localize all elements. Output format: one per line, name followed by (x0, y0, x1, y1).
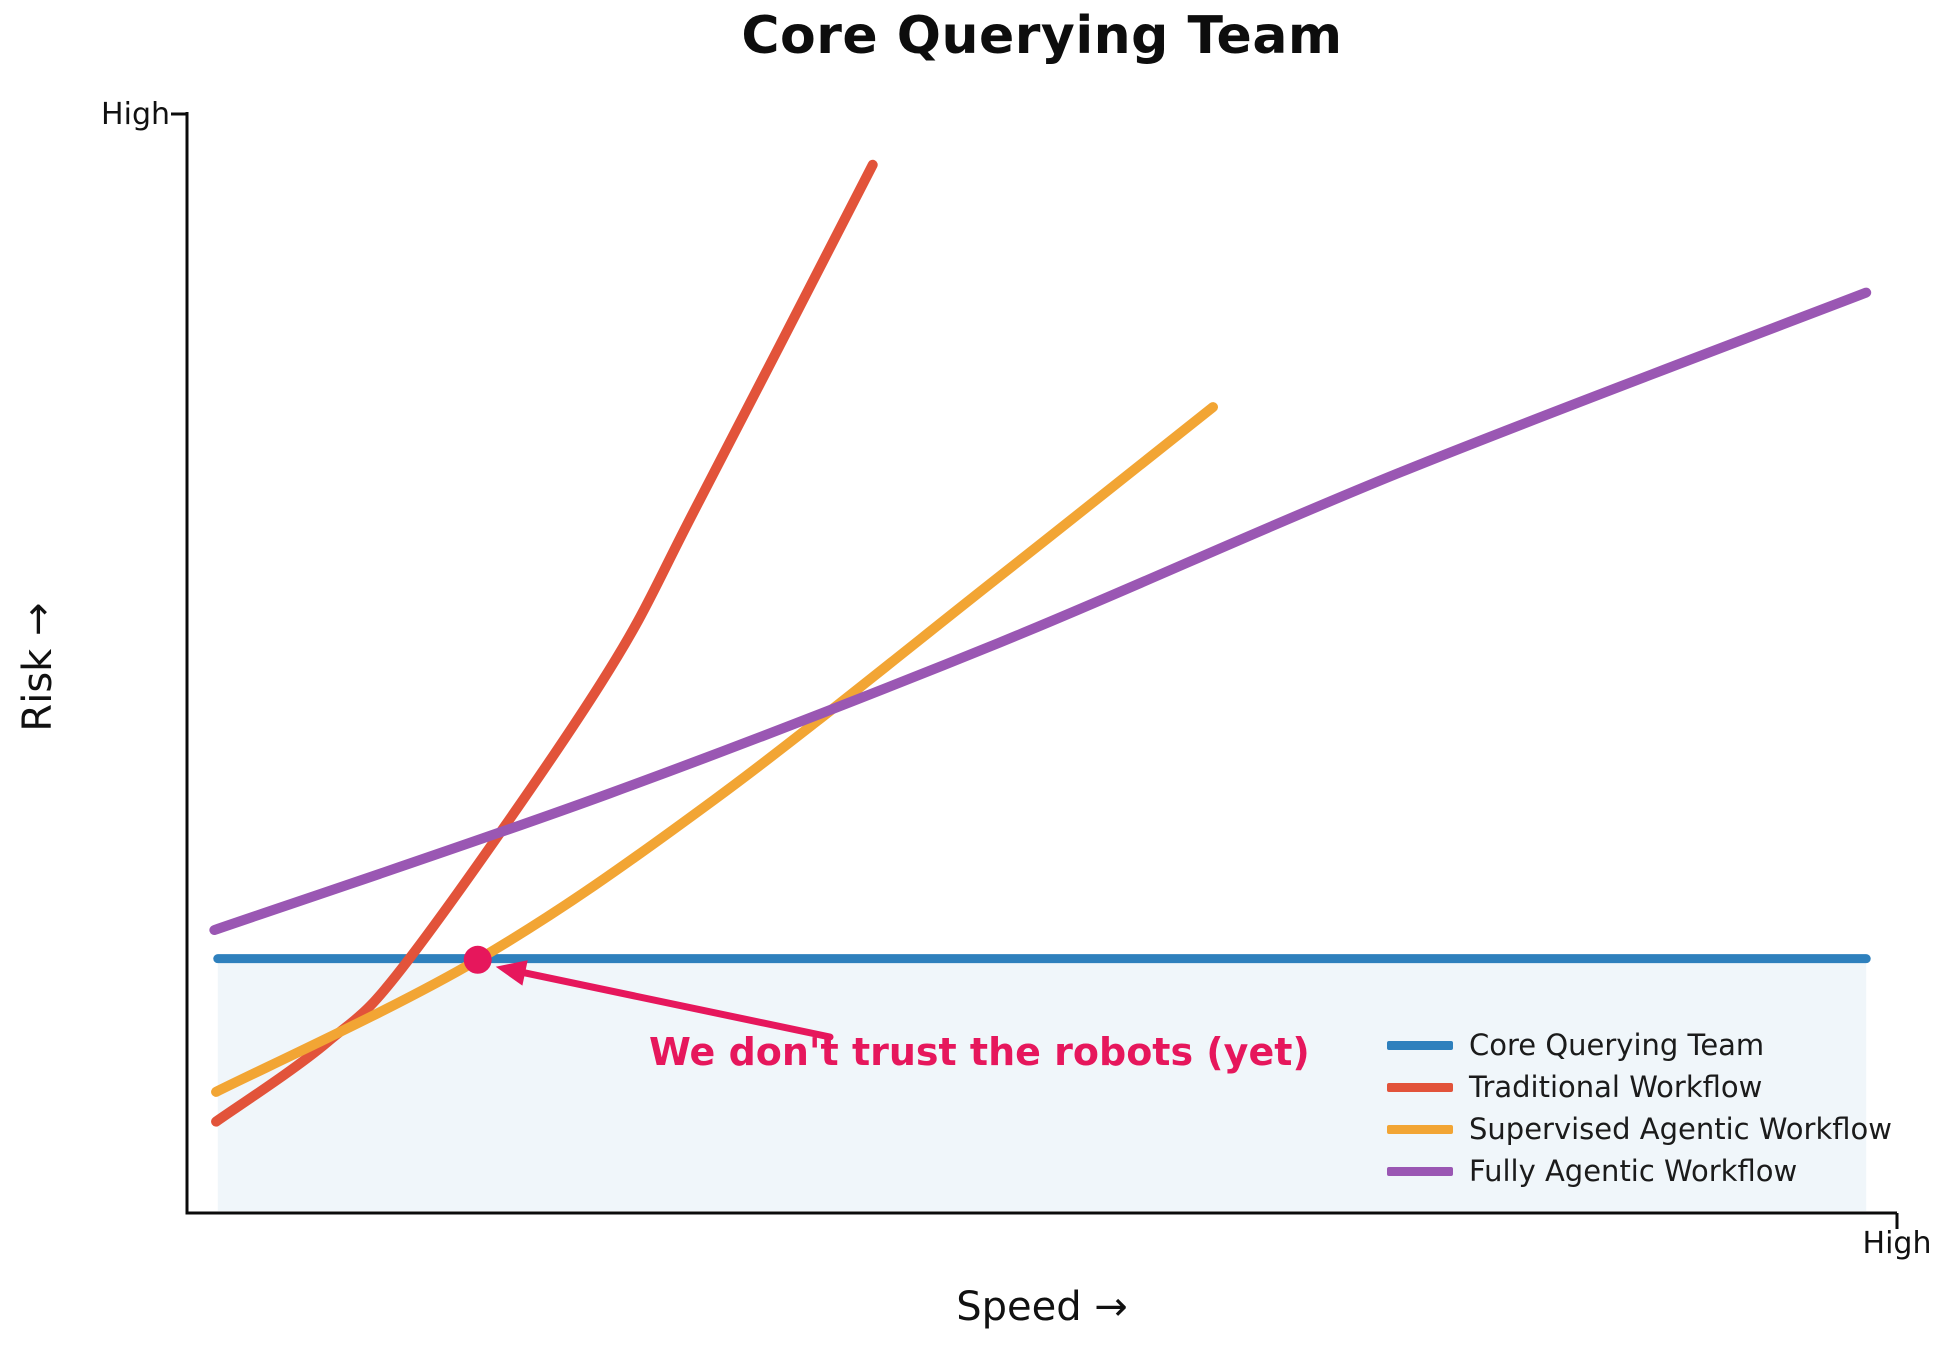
annotation-arrowhead (495, 960, 528, 986)
legend-swatch-supervised-agentic-workflow (1387, 1124, 1453, 1134)
shaded-region (217, 958, 1867, 1211)
legend-swatch-core-querying-team (1387, 1040, 1453, 1050)
annotation-arrow-line (515, 968, 834, 1041)
legend-swatch-traditional-workflow (1387, 1082, 1453, 1092)
y-axis-high-tick-label: High (101, 97, 170, 132)
highlight-dot (463, 945, 492, 974)
legend-item: Traditional Workflow (1387, 1066, 1892, 1108)
x-axis-label: Speed → (956, 1284, 1128, 1330)
series-line-supervised-agentic-workflow (211, 402, 1218, 1097)
legend-item: Supervised Agentic Workflow (1387, 1108, 1892, 1150)
legend-item: Core Querying Team (1387, 1024, 1892, 1066)
axis-spines (185, 112, 1897, 1215)
chart-title: Core Querying Team (741, 6, 1343, 66)
legend-label: Core Querying Team (1469, 1028, 1765, 1062)
legend-label: Fully Agentic Workflow (1469, 1154, 1798, 1188)
legend-label: Supervised Agentic Workflow (1469, 1112, 1892, 1146)
series-line-fully-agentic-workflow (209, 287, 1872, 936)
legend-item: Fully Agentic Workflow (1387, 1150, 1892, 1192)
legend-label: Traditional Workflow (1469, 1070, 1763, 1104)
legend: Core Querying Team Traditional Workflow … (1387, 1024, 1892, 1192)
annotation-text: We don't trust the robots (yet) (649, 1030, 1310, 1074)
legend-swatch-fully-agentic-workflow (1387, 1166, 1453, 1176)
x-axis-high-tick-label: High (1862, 1226, 1932, 1261)
y-axis-label: Risk → (15, 602, 61, 732)
axis-end-ticks (171, 112, 1899, 1229)
